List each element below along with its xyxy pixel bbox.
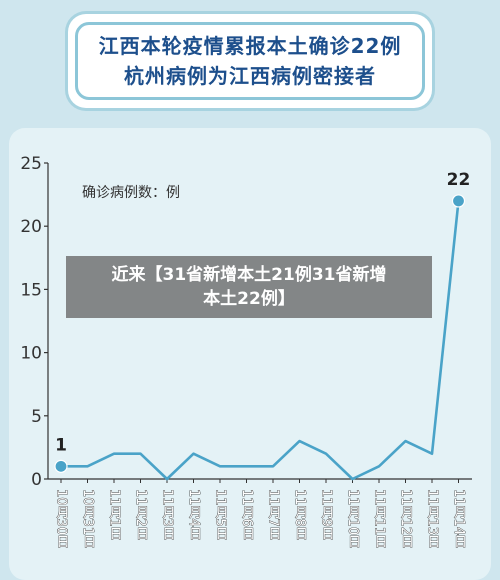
x-tick-label: 11月4日 [186,489,202,540]
x-tick-label: 11月10日 [345,489,361,549]
x-tick-label: 11月12日 [398,489,414,549]
chart-card [9,128,491,580]
title-line-2: 杭州病例为江西病例密接者 [124,64,376,88]
x-tick-label: 10月30日 [54,489,70,549]
banner-line-2: 本土22例】 [203,289,295,309]
y-tick-label: 25 [20,154,42,174]
data-point-marker [451,194,466,208]
title-line-1: 江西本轮疫情累报本土确诊22例 [98,34,402,58]
y-tick-label: 5 [31,407,42,427]
y-tick-label: 15 [20,280,42,300]
x-tick-label: 11月9日 [319,489,335,540]
x-tick-label: 11月2日 [133,489,149,540]
x-tick-label: 11月6日 [239,489,255,540]
data-label: 22 [447,170,471,190]
data-point-marker [54,459,68,473]
title-card: 江西本轮疫情累报本土确诊22例 杭州病例为江西病例密接者 [68,14,432,108]
x-tick-label: 10月31日 [80,489,96,549]
y-tick-label: 20 [20,217,42,237]
x-tick-label: 11月14日 [451,489,467,549]
title-frame: 江西本轮疫情累报本土确诊22例 杭州病例为江西病例密接者 [75,22,425,100]
y-tick-label: 10 [20,344,42,364]
banner-line-1: 近来【31省新增本土21例31省新增 [111,265,387,285]
data-label: 1 [55,435,67,455]
y-axis-label: 确诊病例数：例 [82,185,180,201]
x-tick-label: 11月3日 [160,489,176,540]
news-banner: 近来【31省新增本土21例31省新增 本土22例】 [66,256,432,318]
series-line [61,200,460,481]
x-tick-label: 11月5日 [213,489,229,540]
x-tick-label: 11月13日 [425,489,441,549]
x-tick-label: 11月1日 [107,489,123,540]
x-tick-label: 11月7日 [266,489,282,540]
x-tick-label: 11月8日 [292,489,308,540]
x-tick-label: 11月11日 [372,489,388,549]
y-tick-label: 0 [31,470,42,490]
